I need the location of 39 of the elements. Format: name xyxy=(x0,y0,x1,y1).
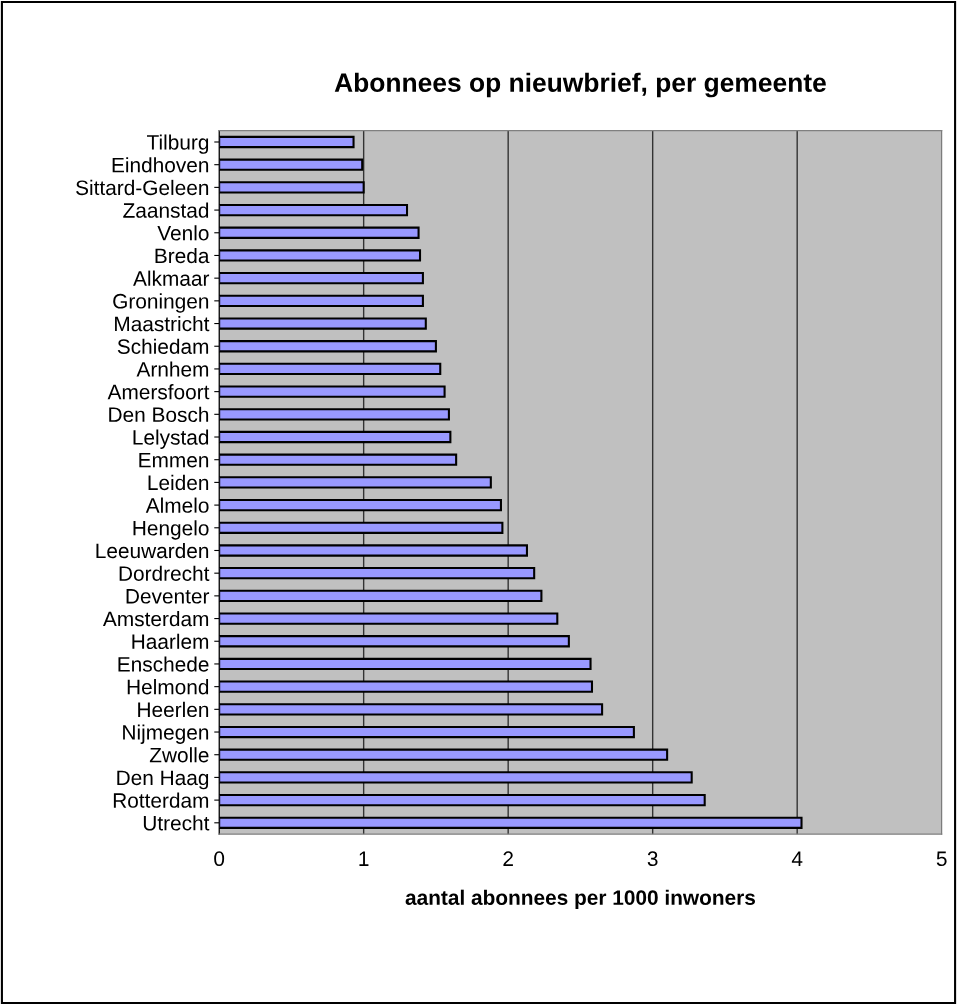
y-tick-label: Nijmegen xyxy=(123,724,209,744)
x-tick-label: 4 xyxy=(791,851,803,866)
x-tick-label: 3 xyxy=(647,851,658,867)
y-tick-label: Leiden xyxy=(148,474,209,491)
y-tick-label: Maastricht xyxy=(115,316,210,332)
y-tick-label: Den Haag xyxy=(117,770,209,790)
y-tick-label: Dordrecht xyxy=(119,565,210,581)
x-tick-label: 2 xyxy=(503,851,513,866)
y-tick-label: Almelo xyxy=(145,497,209,513)
x-axis-title: aantal abonnees per 1000 inwoners xyxy=(405,889,755,910)
y-tick-label: Zaanstad xyxy=(123,202,209,218)
y-tick-label: Utrecht xyxy=(143,815,210,831)
y-tick-label: Enschede xyxy=(118,656,209,672)
y-tick-label: Tilburg xyxy=(147,134,209,154)
y-tick-label: Breda xyxy=(155,247,210,264)
y-tick-label: Helmond xyxy=(127,679,209,695)
y-tick-label: Heerlen xyxy=(138,701,209,718)
x-tick-label: 0 xyxy=(214,851,225,867)
y-tick-label: Lelystad xyxy=(133,429,209,449)
y-tick-label: Amsterdam xyxy=(102,611,209,627)
y-tick-label: Rotterdam xyxy=(113,792,209,808)
y-tick-label: Zwolle xyxy=(149,747,209,763)
y-tick-label: Venlo xyxy=(157,225,209,241)
y-tick-label: Groningen xyxy=(113,293,209,313)
y-tick-label: Arnhem xyxy=(136,361,209,377)
y-tick-label: Amersfoort xyxy=(107,384,210,400)
y-tick-label: Sittard-Geleen xyxy=(76,179,209,196)
y-tick-label: Deventer xyxy=(126,589,210,604)
y-tick-label: Den Bosch xyxy=(109,406,209,423)
chart-title: Abonnees op nieuwbrief, per gemeente xyxy=(334,72,826,98)
y-tick-label: Haarlem xyxy=(132,633,209,650)
y-tick-label: Eindhoven xyxy=(112,157,209,173)
y-tick-label: Schiedam xyxy=(117,338,209,354)
x-tick-label: 5 xyxy=(936,851,947,867)
y-tick-label: Alkmaar xyxy=(133,270,210,286)
y-tick-label: Leeuwarden xyxy=(96,542,209,559)
y-tick-label: Emmen xyxy=(139,452,209,468)
y-tick-label: Hengelo xyxy=(133,520,209,540)
x-tick-label: 1 xyxy=(359,851,369,866)
